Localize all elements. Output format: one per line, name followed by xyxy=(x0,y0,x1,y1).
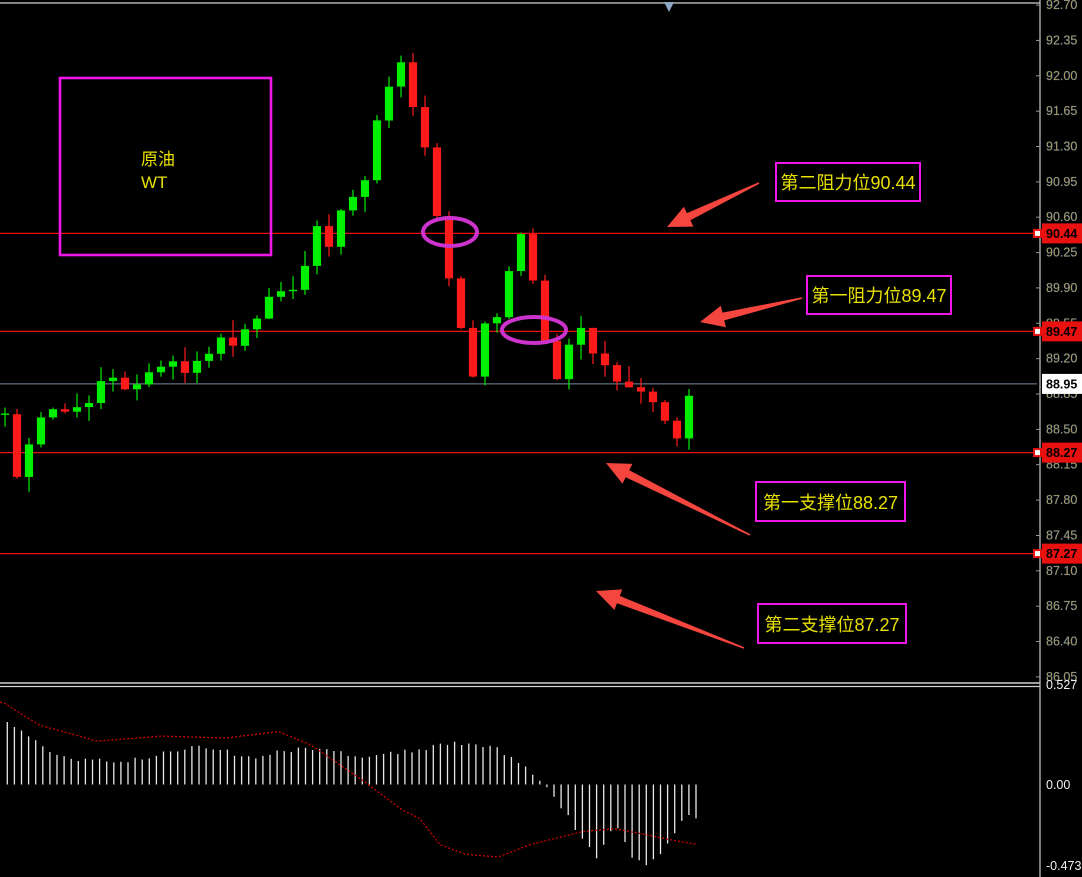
svg-text:0.00: 0.00 xyxy=(1046,778,1070,792)
svg-text:0.527: 0.527 xyxy=(1046,678,1077,692)
svg-text:-0.473: -0.473 xyxy=(1046,859,1081,873)
